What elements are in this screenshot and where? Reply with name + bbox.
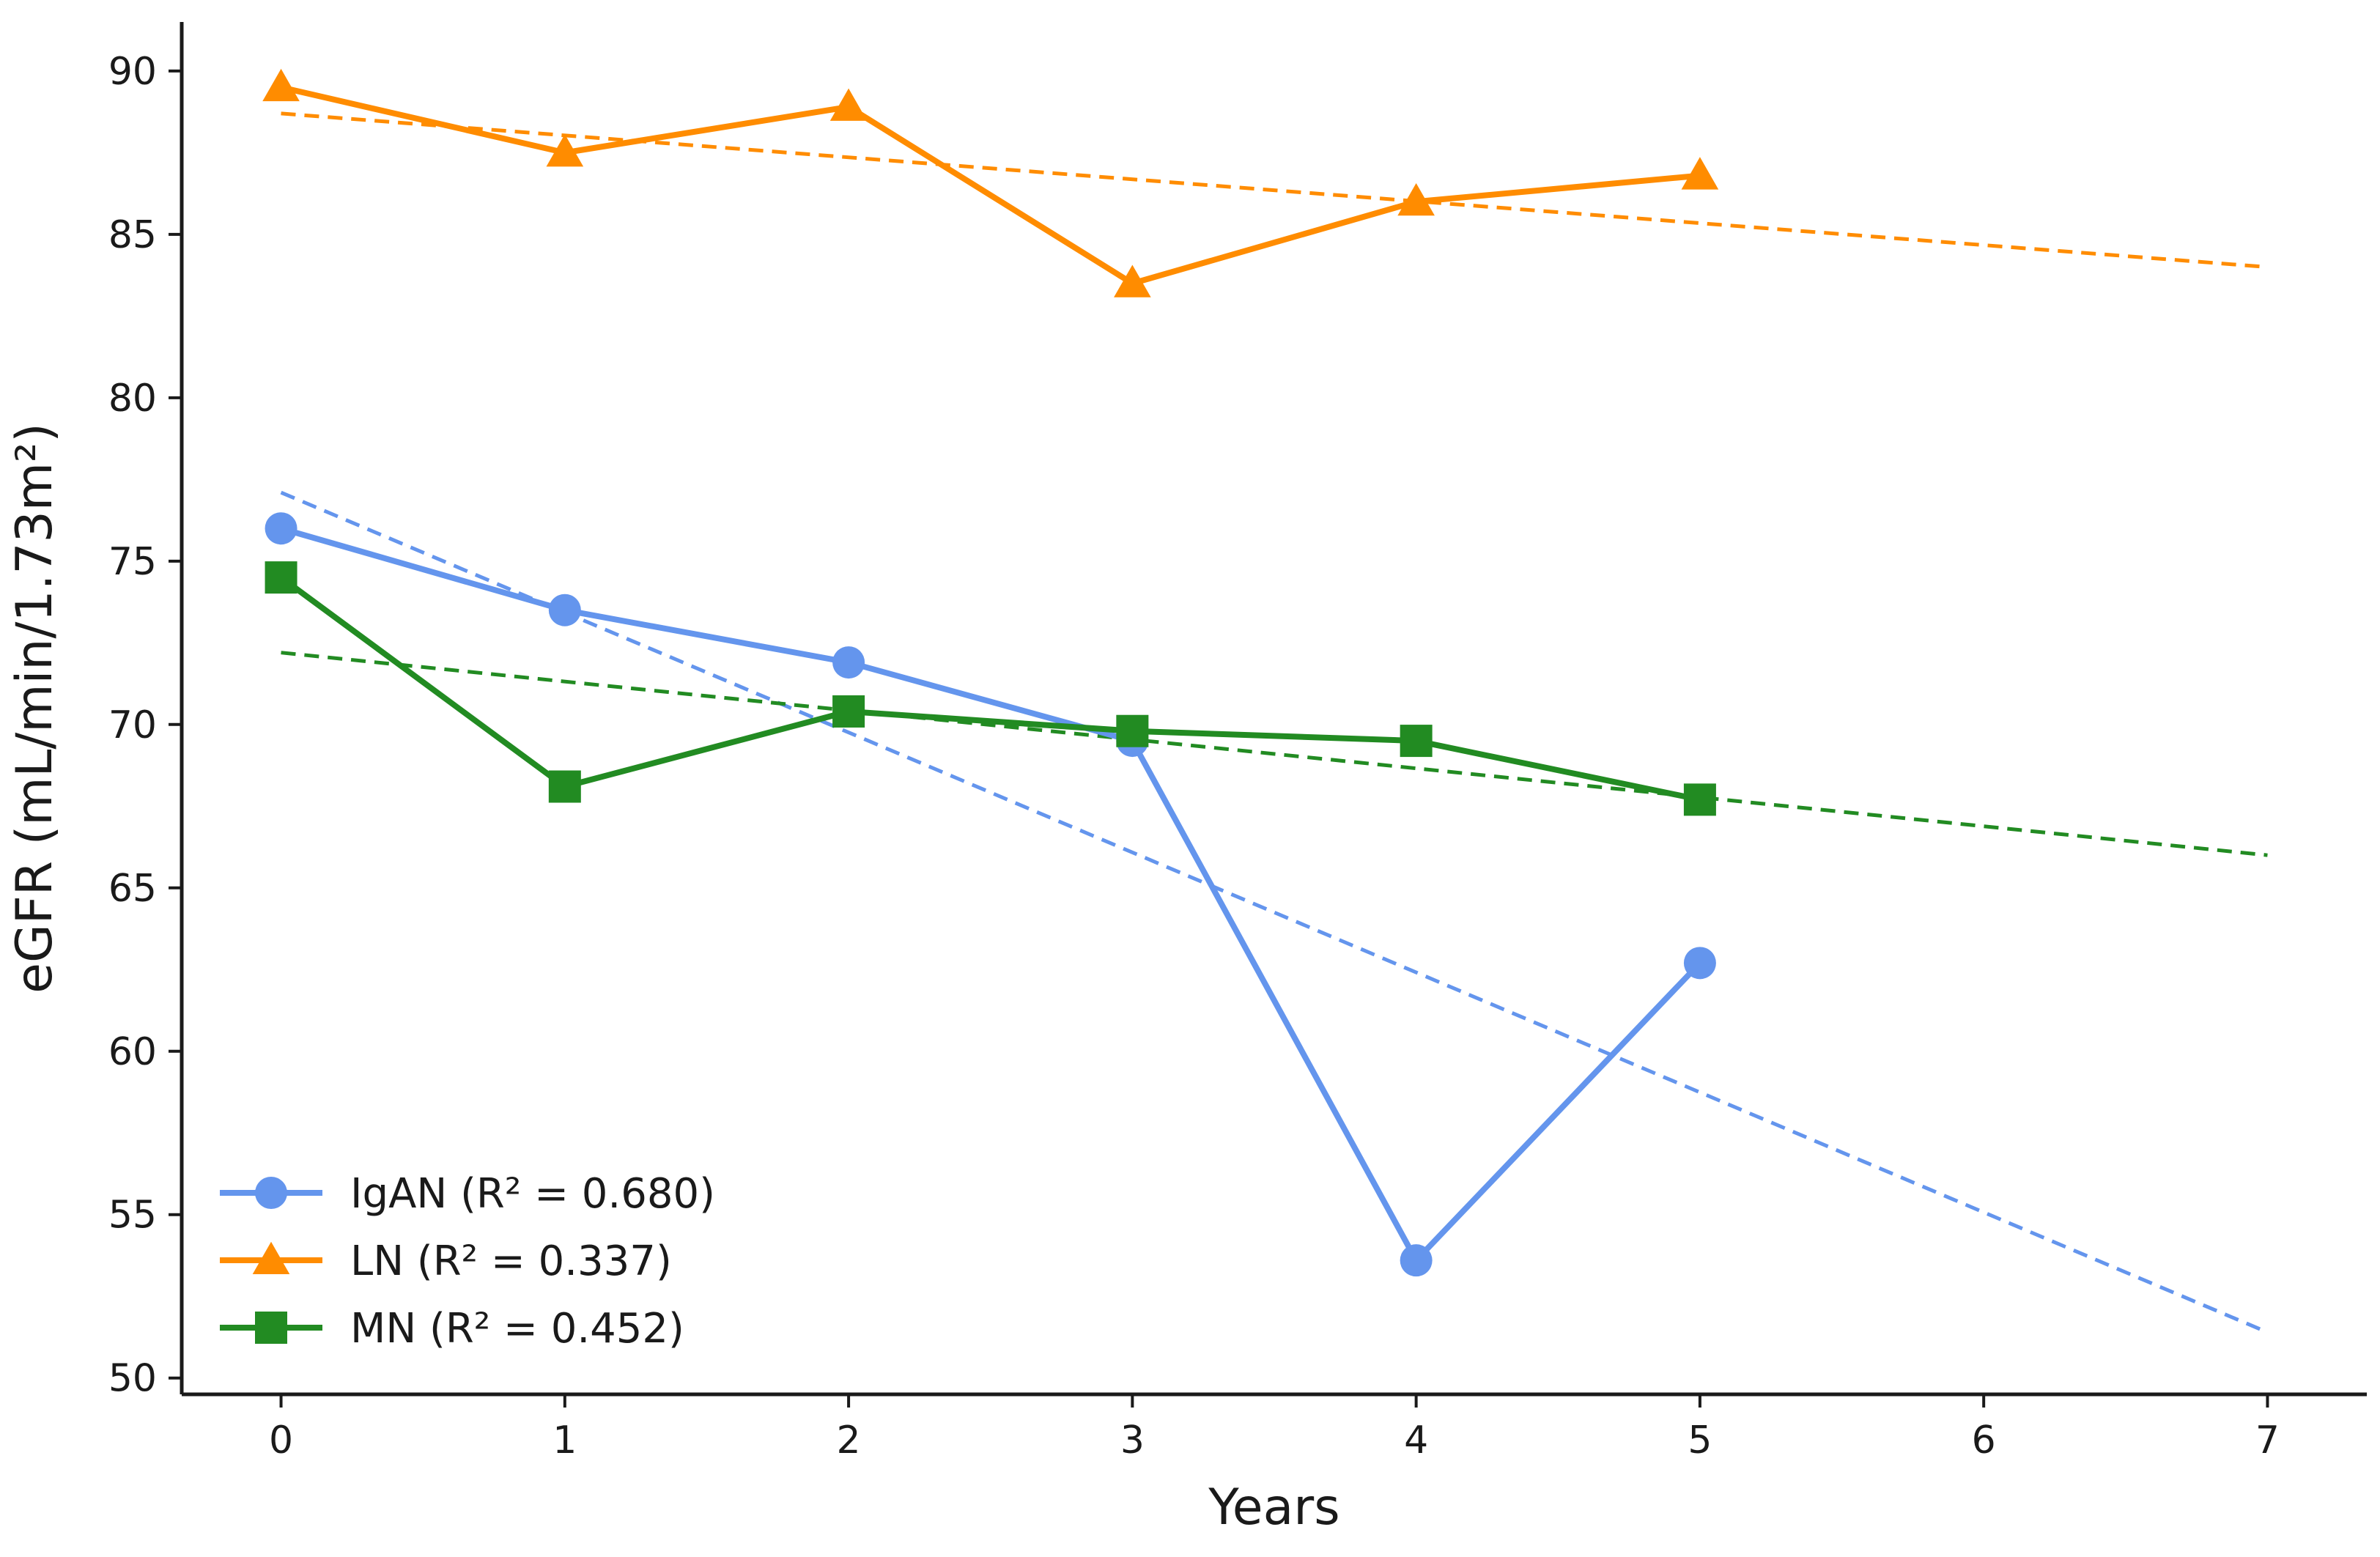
data-point-mn [1116,714,1149,747]
legend-marker-mn [255,1312,287,1344]
data-series [262,68,1719,1277]
data-point-igan [1683,947,1716,980]
data-point-igan [265,512,298,545]
series-line-ln [278,84,1703,286]
x-tick-label: 4 [1404,1419,1428,1462]
y-tick-label: 55 [108,1194,157,1238]
y-tick-label: 75 [108,540,157,584]
legend-marker-ln [252,1241,290,1274]
data-point-ln [829,88,868,121]
trend-line-ln [281,111,2268,269]
x-axis-title: Years [1208,1479,1339,1536]
series-line-igan [278,525,1703,1264]
y-axis-title: eGFR (mL/min/1.73m²) [6,423,64,994]
data-point-igan [548,593,581,626]
y-tick-label: 85 [108,213,157,257]
y-tick-label: 65 [108,867,157,911]
legend-label-mn: MN (R² = 0.452) [350,1305,684,1353]
legend-label-ln: LN (R² = 0.337) [350,1238,672,1285]
x-tick-label: 5 [1688,1419,1712,1462]
trend-line-igan [280,490,2269,1334]
legend-label-igan: IgAN (R² = 0.680) [350,1170,715,1218]
y-tick-label: 60 [108,1030,157,1074]
data-point-mn [1400,725,1433,758]
series-line-mn [278,574,1703,803]
data-point-igan [1400,1244,1433,1277]
x-tick-label: 6 [1972,1419,1996,1462]
data-point-igan [832,646,865,679]
data-point-ln [1681,157,1719,190]
legend-marker-igan [255,1177,287,1209]
x-tick-label: 3 [1120,1419,1145,1462]
data-point-ln [1114,265,1151,297]
trend-line-mn [281,651,2268,857]
trend-lines [280,111,2269,1334]
data-point-ln [546,134,584,167]
x-tick-label: 0 [269,1419,293,1462]
data-point-mn [265,561,298,594]
x-tick-label: 1 [552,1419,577,1462]
data-point-mn [1683,783,1716,816]
x-tick-label: 7 [2255,1419,2280,1462]
data-point-mn [832,695,865,728]
y-tick-label: 90 [108,50,157,94]
data-point-ln [262,68,300,102]
x-tick-label: 2 [837,1419,861,1462]
y-tick-label: 80 [108,377,157,421]
data-point-mn [548,770,581,803]
axes: 50 55 60 65 70 75 80 85 90 0 1 2 3 4 5 6 7 [108,22,2367,1462]
data-point-ln [1397,182,1435,216]
legend: IgAN (R² = 0.680) LN (R² = 0.337) MN (R² =… [220,1170,715,1353]
y-tick-label: 50 [108,1357,157,1401]
y-tick-label: 70 [108,703,157,747]
